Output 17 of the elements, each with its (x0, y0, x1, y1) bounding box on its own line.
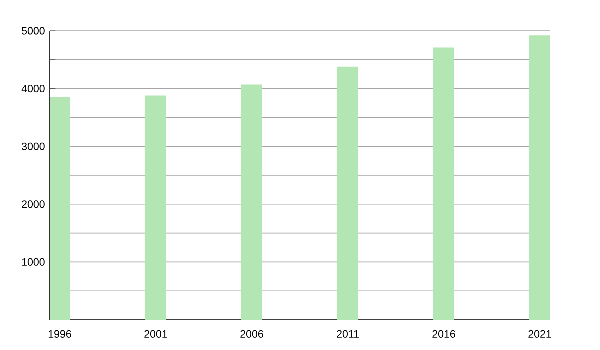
x-tick-label: 2001 (144, 330, 168, 338)
bar (145, 96, 166, 320)
y-tick-label: 2000 (22, 200, 45, 208)
x-tick-label: 2021 (528, 330, 552, 338)
x-tick-label: 1996 (48, 330, 72, 338)
x-tick-label: 2011 (337, 330, 359, 338)
y-tick-label: 5000 (22, 27, 45, 35)
bar (434, 48, 455, 320)
y-tick-label: 4000 (22, 85, 45, 93)
y-tick-label: 3000 (22, 142, 45, 150)
x-tick-label: 2006 (240, 330, 264, 338)
x-tick-label: 2016 (432, 330, 456, 338)
bar (530, 36, 550, 320)
bar (242, 84, 262, 320)
y-tick-label: 1000 (22, 258, 45, 266)
bar (338, 66, 359, 320)
bar (50, 97, 70, 320)
